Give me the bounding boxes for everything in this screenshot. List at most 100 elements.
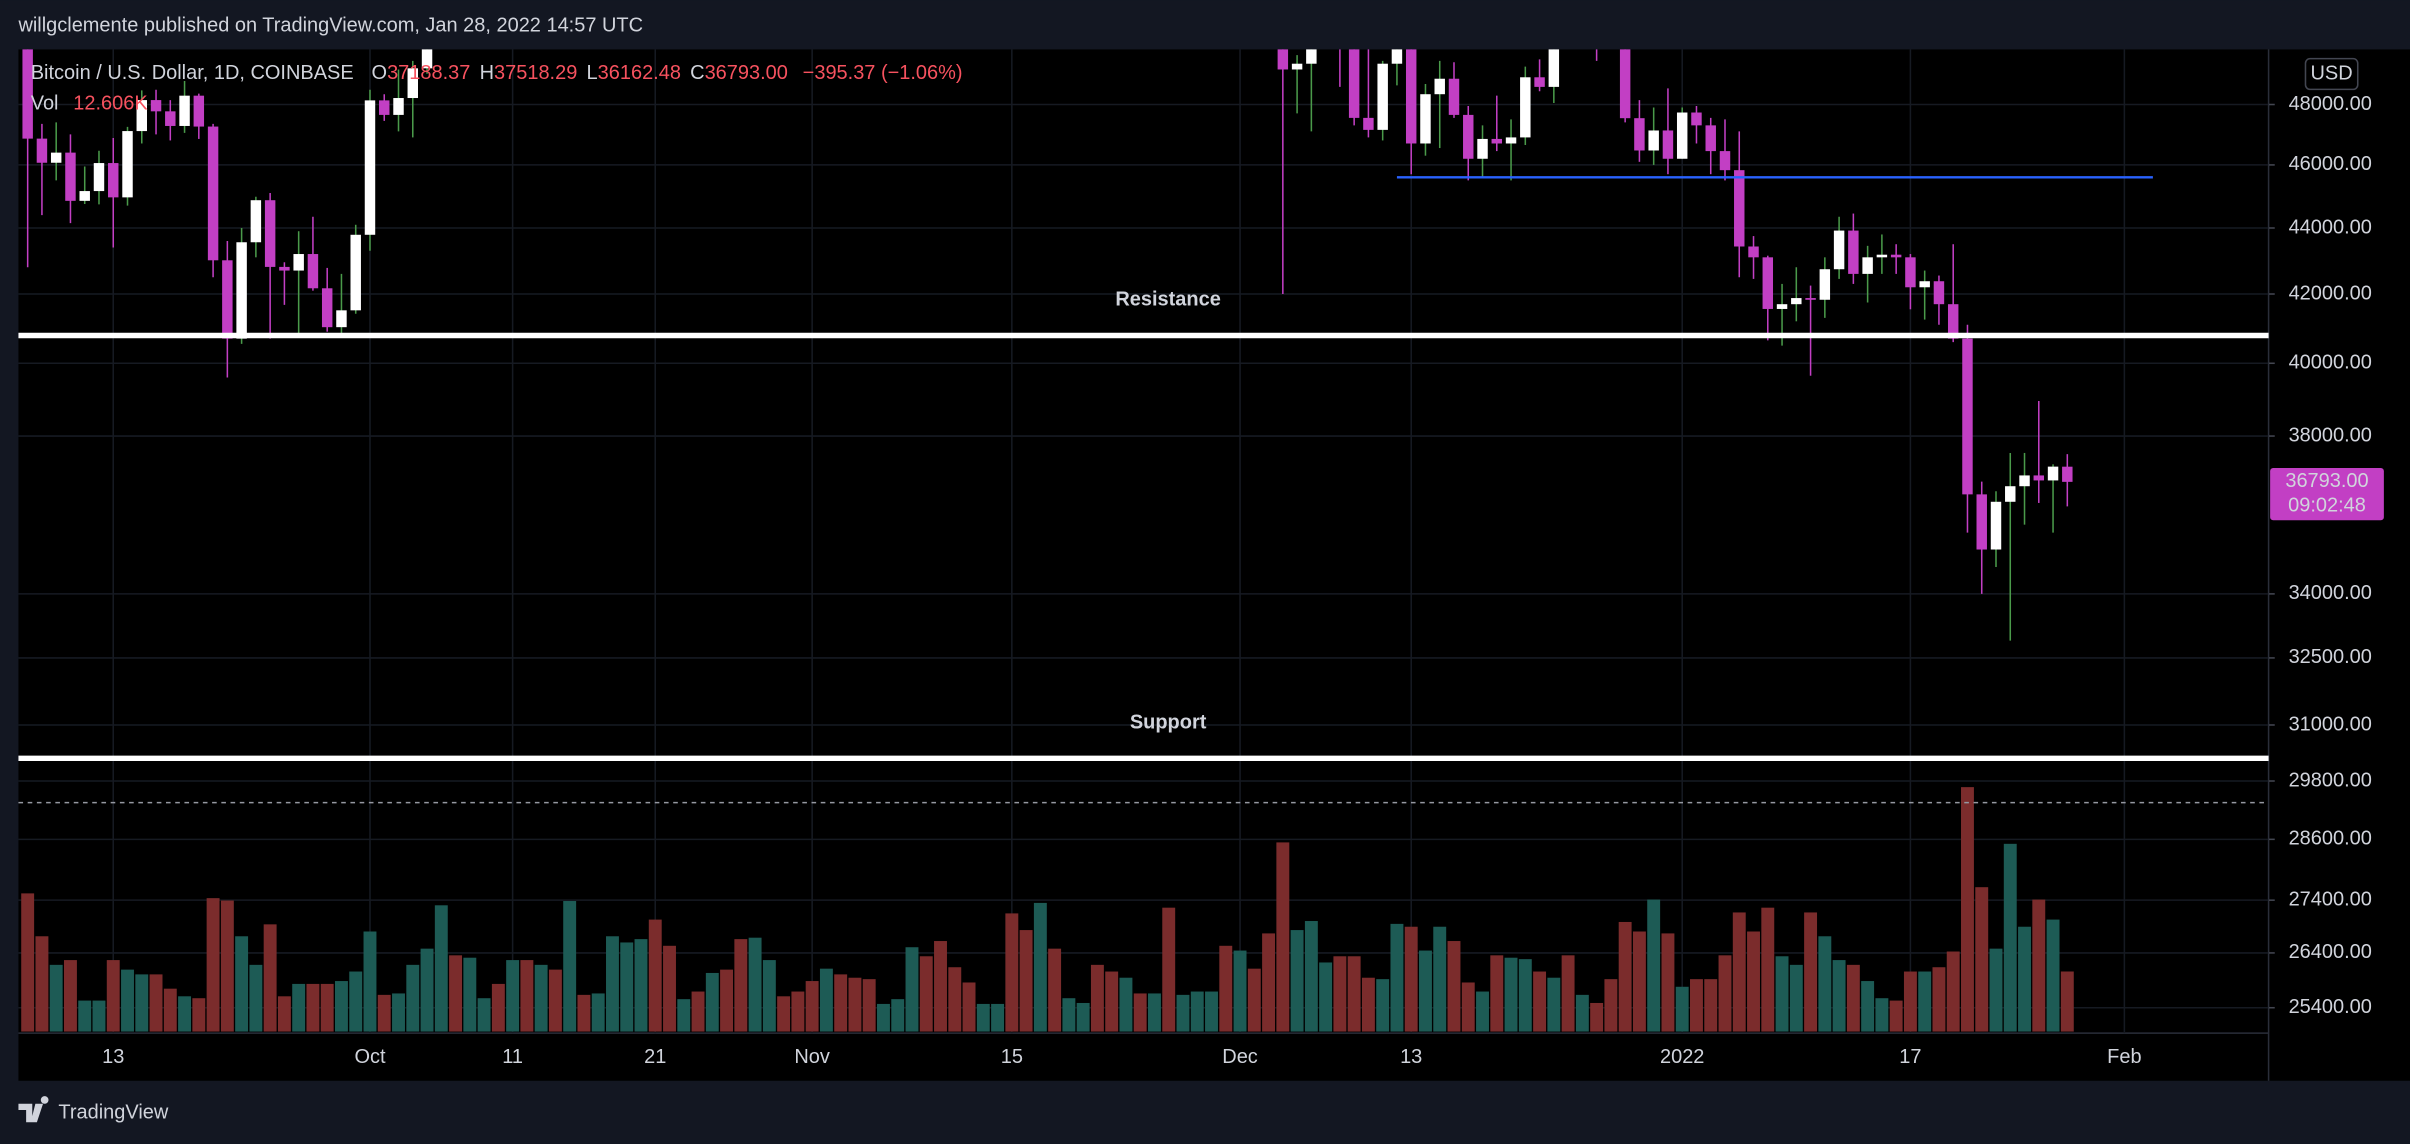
volume-bar [1447, 941, 1461, 1032]
volume-bar [1148, 993, 1161, 1032]
y-tick-label: 38000.00 [2289, 424, 2372, 446]
candle-body [93, 163, 105, 192]
candle-body [1277, 49, 1289, 70]
y-tick-label: 34000.00 [2289, 582, 2372, 604]
volume-bar [1390, 923, 1404, 1032]
y-tick-label: 42000.00 [2289, 282, 2372, 304]
candle-body [250, 200, 262, 243]
volume-bar [477, 998, 491, 1032]
field-value: 37188.37 [387, 62, 470, 84]
volume-bar [1533, 971, 1547, 1032]
candle-body [1705, 125, 1716, 152]
y-tick-label: 40000.00 [2289, 352, 2372, 374]
candle-body [1976, 494, 1987, 550]
line-annotation: Support [1130, 711, 1207, 733]
volume-bar [877, 1003, 890, 1032]
candle-body [264, 200, 276, 267]
candle-body [1619, 49, 1631, 119]
volume-bar [1975, 887, 1989, 1032]
volume-bar [1076, 1002, 1090, 1032]
volume-bar [1247, 968, 1261, 1032]
candle-body [1762, 257, 1774, 309]
field-value: 37518.29 [494, 62, 577, 84]
volume-bar [520, 960, 534, 1032]
drawing-layer: Resistance Support [18, 176, 2269, 804]
x-tick-label: 13 [1400, 1046, 1422, 1068]
volume-bar [1476, 991, 1489, 1032]
candle-body [2005, 486, 2016, 502]
volume-bar [1889, 1000, 1903, 1032]
volume-bar [463, 957, 477, 1032]
candle-body [1890, 254, 1902, 258]
volume-bar [249, 964, 263, 1032]
volume-bar [1775, 956, 1789, 1032]
volume-bar [49, 964, 63, 1032]
volume-bar [1333, 956, 1347, 1032]
volume-bar [1647, 899, 1661, 1032]
volume-bar [1861, 981, 1875, 1032]
candle-body [1819, 269, 1831, 300]
volume-bar [791, 991, 805, 1032]
volume-bar [1632, 931, 1646, 1032]
volume-bar [1319, 962, 1333, 1032]
volume-bar [1961, 787, 1974, 1032]
currency[interactable]: USD [2311, 62, 2353, 84]
volume-bar [548, 969, 562, 1032]
volume-bar [1989, 948, 2003, 1032]
x-tick-label: 11 [502, 1046, 523, 1068]
field-key: O [372, 62, 388, 84]
volume-bar [78, 1000, 92, 1032]
field-value: 36793.00 [705, 62, 788, 84]
candle-body [1719, 151, 1731, 171]
volume-bar [748, 937, 762, 1032]
volume-bar [634, 939, 648, 1032]
candle-body [2047, 466, 2059, 481]
volume-bar [363, 931, 377, 1032]
candle-body [136, 100, 147, 132]
candle-body [1548, 49, 1560, 87]
volume-bar [577, 994, 591, 1032]
candle-body [1876, 254, 1888, 258]
volume-bar [1162, 907, 1176, 1032]
volume-bar [1747, 931, 1760, 1032]
countdown: 09:02:48 [2288, 495, 2366, 517]
candle-body [179, 95, 190, 126]
y-tick-label: 48000.00 [2289, 93, 2372, 115]
volume-bar [834, 974, 848, 1032]
volume-bar [192, 998, 206, 1032]
volume-bar [235, 936, 249, 1032]
field-key: L [587, 62, 598, 84]
volume-bar [292, 983, 306, 1032]
volume-bar [1219, 945, 1233, 1032]
logo [18, 1096, 49, 1123]
volume-bar [263, 924, 277, 1032]
candle-body [1947, 304, 1959, 339]
y-tick-label: 25400.00 [2289, 996, 2372, 1018]
volume-bar [1404, 926, 1418, 1032]
volume-bar [1518, 959, 1532, 1032]
ohlc-fields: O37188.37 H37518.29 L36162.48 C36793.00 [372, 62, 788, 84]
currency-box[interactable] [2304, 57, 2359, 91]
y-tick-label: 46000.00 [2289, 153, 2372, 175]
volume-bar [1304, 921, 1318, 1032]
candle-body [1962, 338, 1973, 495]
candle-body [1862, 257, 1873, 274]
volume-bar [1048, 948, 1062, 1032]
volume-bar [691, 991, 705, 1032]
volume-bar [1176, 994, 1190, 1032]
legend: Bitcoin / U.S. Dollar, 1D, COINBASE O371… [31, 62, 963, 84]
candle-body [1477, 138, 1488, 159]
volume-bar [106, 960, 120, 1032]
candle-body [1405, 49, 1417, 144]
volume-bar [648, 919, 662, 1032]
volume-bar [1490, 955, 1504, 1032]
volume-bar [734, 939, 748, 1032]
volume-bar [220, 900, 234, 1032]
plot-area [18, 49, 2269, 1081]
volume-bar [1903, 971, 1917, 1032]
volume-bar [1718, 955, 1732, 1032]
volume-bar [449, 955, 463, 1032]
candle-body [1990, 501, 2002, 550]
volume-bar [1732, 912, 1746, 1032]
